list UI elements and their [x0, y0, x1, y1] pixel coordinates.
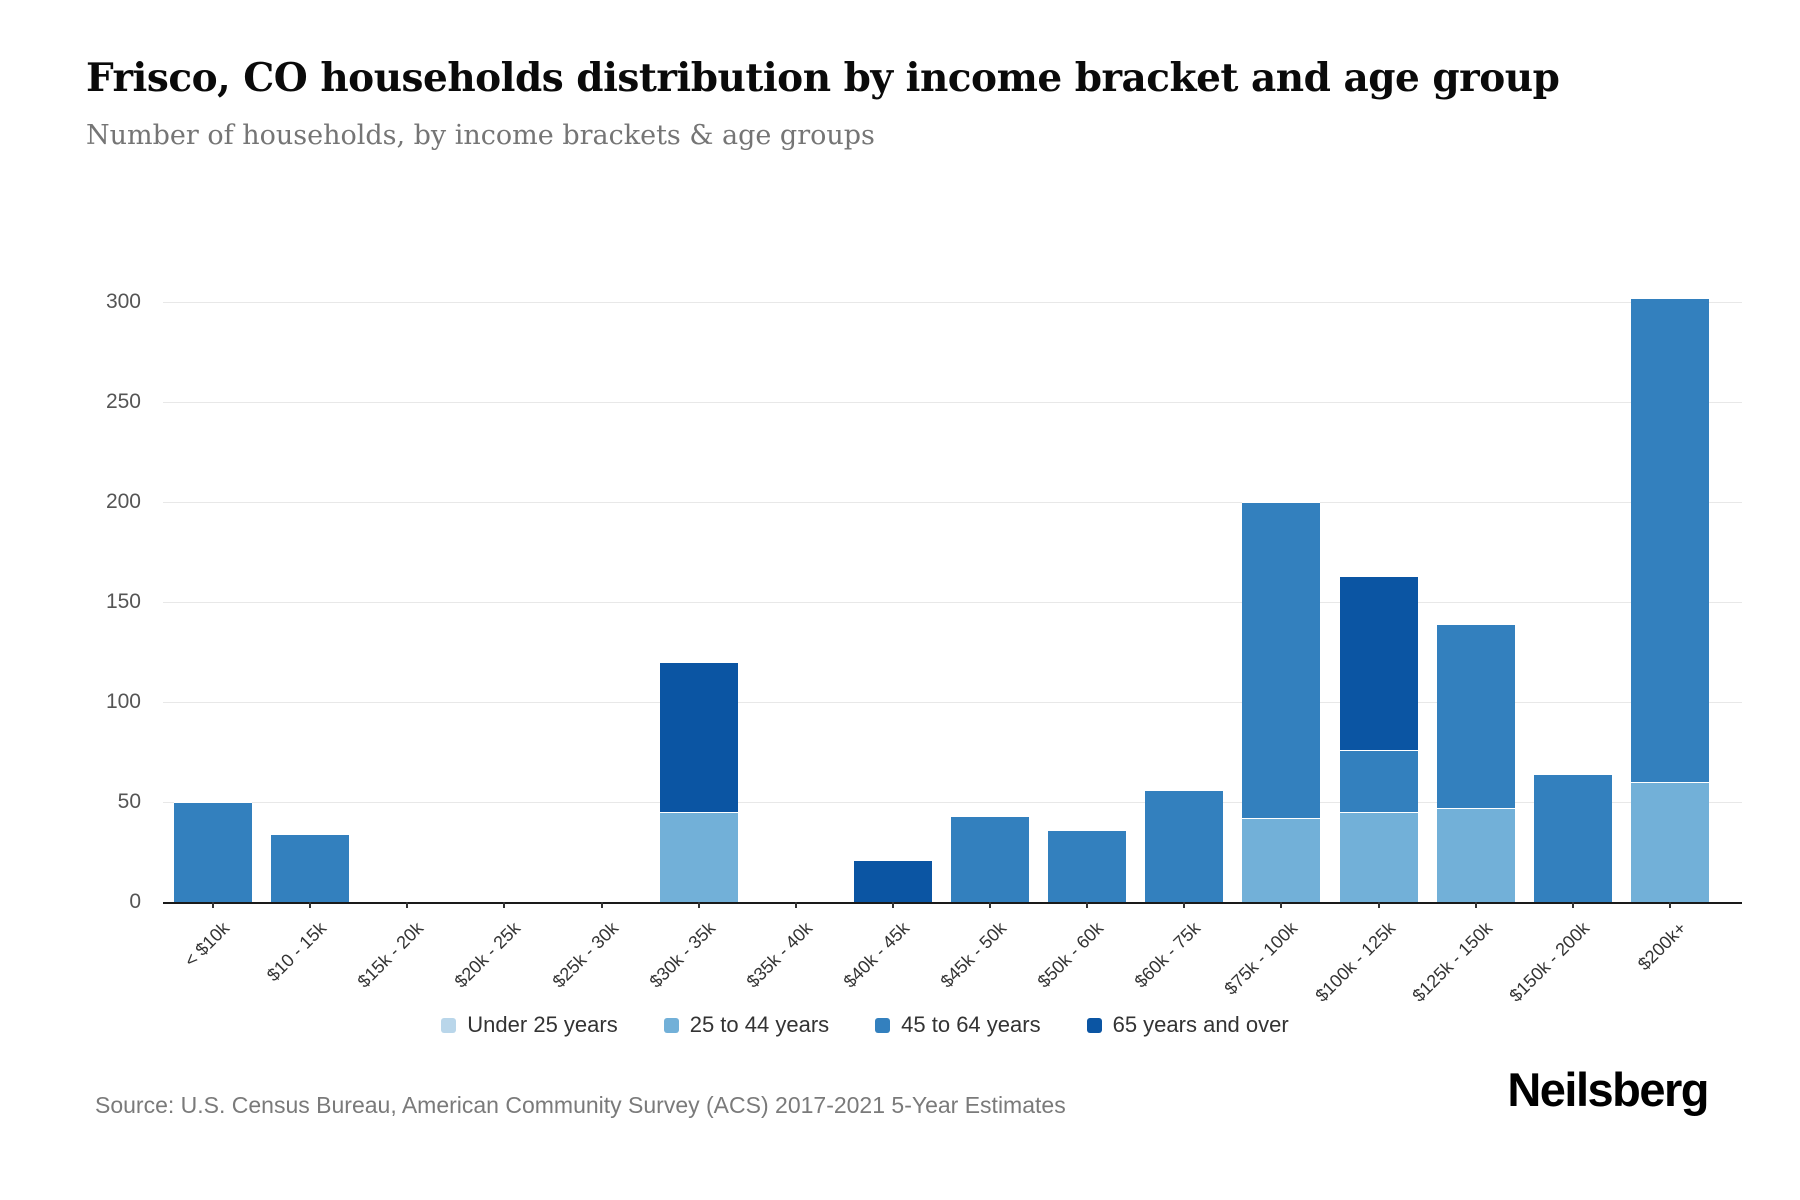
legend-label: 25 to 44 years	[689, 1012, 830, 1037]
bar-segment[interactable]	[271, 834, 350, 902]
bar-segment[interactable]	[174, 802, 252, 902]
x-axis-tick	[1571, 902, 1574, 908]
bar-segment[interactable]	[1630, 298, 1709, 782]
y-axis-tick-label: 300	[105, 290, 141, 313]
x-axis-tick	[1183, 902, 1186, 908]
y-axis-tick-label: 200	[105, 490, 141, 513]
x-axis-tick	[1086, 902, 1089, 908]
gridline-300	[163, 302, 1742, 303]
bar-segment[interactable]	[951, 816, 1030, 902]
x-axis-tick	[697, 902, 700, 908]
x-axis-category-label: $100k - 125k	[1310, 918, 1399, 1006]
bar-segment[interactable]	[1339, 576, 1418, 750]
bar-segment[interactable]	[1630, 782, 1709, 902]
bar-segment[interactable]	[1436, 808, 1515, 902]
x-axis-tick	[600, 902, 603, 908]
legend: Under 25 years 25 to 44 years 45 to 64 yea…	[0, 1012, 1730, 1038]
x-axis-category-label: $60k - 75k	[1130, 918, 1205, 992]
chart-subtitle: Number of households, by income brackets…	[86, 120, 875, 151]
bar-segment[interactable]	[853, 860, 932, 902]
x-axis-tick	[1668, 902, 1671, 908]
bar-segment[interactable]	[1048, 830, 1127, 902]
y-axis-tick-label: 150	[105, 590, 141, 613]
x-axis-tick	[406, 902, 409, 908]
y-axis-tick-label: 100	[105, 690, 141, 713]
plot-area	[163, 298, 1742, 904]
x-axis-category-label: $30k - 35k	[645, 918, 719, 992]
gridline-200	[163, 502, 1742, 503]
bar-segment[interactable]	[1242, 502, 1321, 818]
x-axis-category-label: $10 - 15k	[263, 918, 331, 986]
legend-label: Under 25 years	[467, 1012, 618, 1037]
x-axis-category-label: $75k - 100k	[1220, 918, 1302, 999]
source-note: Source: U.S. Census Bureau, American Com…	[95, 1092, 1066, 1118]
gridline-100	[163, 702, 1742, 703]
x-axis-tick	[503, 902, 506, 908]
x-axis-category-label: $25k - 30k	[548, 918, 622, 992]
bar-segment[interactable]	[1533, 774, 1612, 902]
legend-swatch-icon	[1086, 1017, 1102, 1033]
gridline-150	[163, 602, 1742, 603]
legend-swatch-icon	[441, 1017, 457, 1033]
x-axis-tick	[1474, 902, 1477, 908]
bar-segment[interactable]	[1339, 750, 1418, 812]
x-axis-tick	[794, 902, 797, 908]
legend-label: 45 to 64 years	[901, 1012, 1041, 1037]
bar-segment[interactable]	[659, 662, 738, 812]
x-axis-category-label: < $10k	[180, 918, 234, 971]
x-axis-category-label: $40k - 45k	[839, 918, 914, 992]
legend-item[interactable]: 65 years and over	[1086, 1012, 1289, 1038]
legend-item[interactable]: Under 25 years	[441, 1012, 618, 1038]
bar-segment[interactable]	[659, 812, 738, 902]
legend-item[interactable]: 25 to 44 years	[663, 1012, 830, 1038]
legend-swatch-icon	[875, 1017, 891, 1033]
x-axis-tick	[212, 902, 214, 908]
legend-swatch-icon	[663, 1017, 679, 1033]
x-axis-category-label: $50k - 60k	[1033, 918, 1108, 992]
x-axis-category-label: $125k - 150k	[1408, 918, 1496, 1006]
x-axis-category-label: $15k - 20k	[353, 918, 428, 992]
y-axis-tick-label: 250	[105, 390, 141, 413]
y-axis-tick-label: 50	[117, 790, 141, 813]
gridline-250	[163, 402, 1742, 403]
x-axis-tick	[309, 902, 312, 908]
x-axis-tick	[989, 902, 992, 908]
x-axis-category-label: $45k - 50k	[936, 918, 1011, 992]
x-axis-category-label: $150k - 200k	[1505, 918, 1593, 1006]
gridline-50	[163, 802, 1742, 803]
brand-logo: Neilsberg	[1507, 1063, 1709, 1116]
bar-segment[interactable]	[1436, 624, 1515, 808]
legend-label: 65 years and over	[1112, 1012, 1289, 1037]
y-axis-tick-label: 0	[129, 890, 141, 913]
chart-title: Frisco, CO households distribution by in…	[86, 55, 1560, 101]
bar-segment[interactable]	[1339, 812, 1418, 902]
x-axis-category-label: $20k - 25k	[450, 918, 525, 992]
bar-segment[interactable]	[1242, 818, 1321, 902]
x-axis-tick	[891, 902, 894, 908]
x-axis-tick	[1280, 902, 1283, 908]
legend-item[interactable]: 45 to 64 years	[875, 1012, 1041, 1038]
x-axis-tick	[1377, 902, 1380, 908]
bar-segment[interactable]	[1145, 790, 1224, 902]
x-axis-category-label: $35k - 40k	[742, 918, 816, 992]
x-axis-category-label: $200k+	[1633, 918, 1691, 975]
